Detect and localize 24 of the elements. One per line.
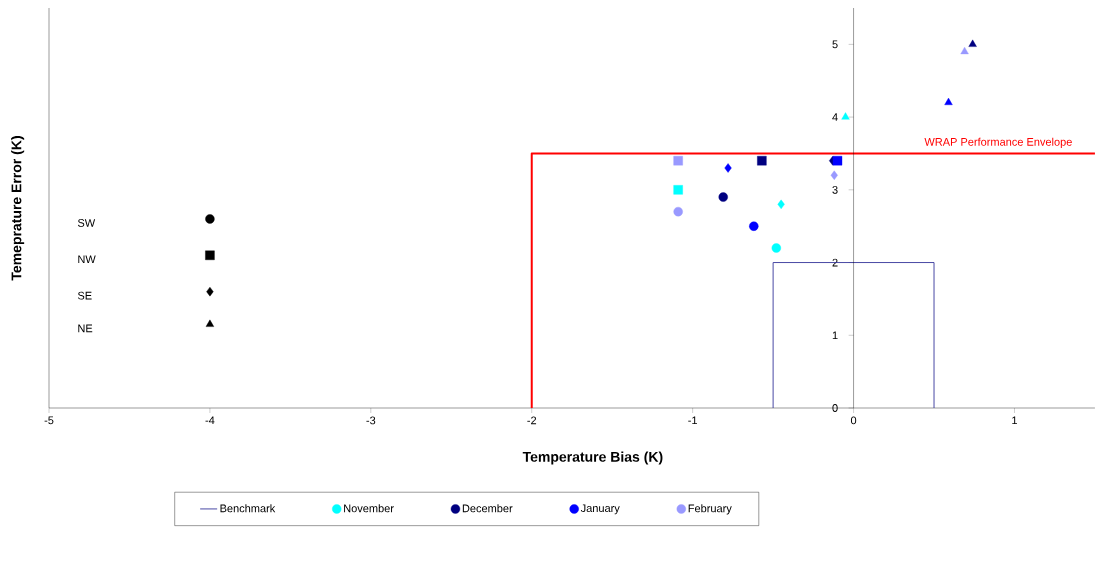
- legend-label: December: [462, 504, 513, 513]
- y-tick-label: 5: [832, 40, 838, 49]
- x-tick-label: -1: [688, 416, 697, 425]
- legend-label: Benchmark: [220, 504, 276, 513]
- legend-label: January: [580, 504, 620, 515]
- annotation: SW: [77, 219, 96, 227]
- annotation: NW: [78, 255, 96, 264]
- y-tick-label: 1: [832, 331, 838, 340]
- y-tick-label: 3: [832, 185, 838, 194]
- y-tick-label: 4: [832, 113, 838, 121]
- x-tick-label: 0: [850, 416, 857, 425]
- x-tick-label: -2: [527, 416, 537, 425]
- legend-label: February: [688, 504, 732, 515]
- x-tick-label: 1: [1012, 416, 1017, 425]
- y-tick-label: 0: [832, 404, 838, 412]
- annotation: SE: [77, 291, 92, 300]
- x-axis-title: Temperature Bias (K): [522, 451, 663, 465]
- x-tick-label: -5: [44, 416, 54, 425]
- x-tick-label: -4: [205, 416, 215, 425]
- x-tick-label: -3: [366, 416, 376, 425]
- annotation: NE: [78, 324, 93, 333]
- annotation: WRAP Performance Envelope: [924, 137, 1072, 148]
- legend-label: November: [344, 504, 394, 513]
- y-axis-title: Temeprature Error (K): [11, 136, 25, 281]
